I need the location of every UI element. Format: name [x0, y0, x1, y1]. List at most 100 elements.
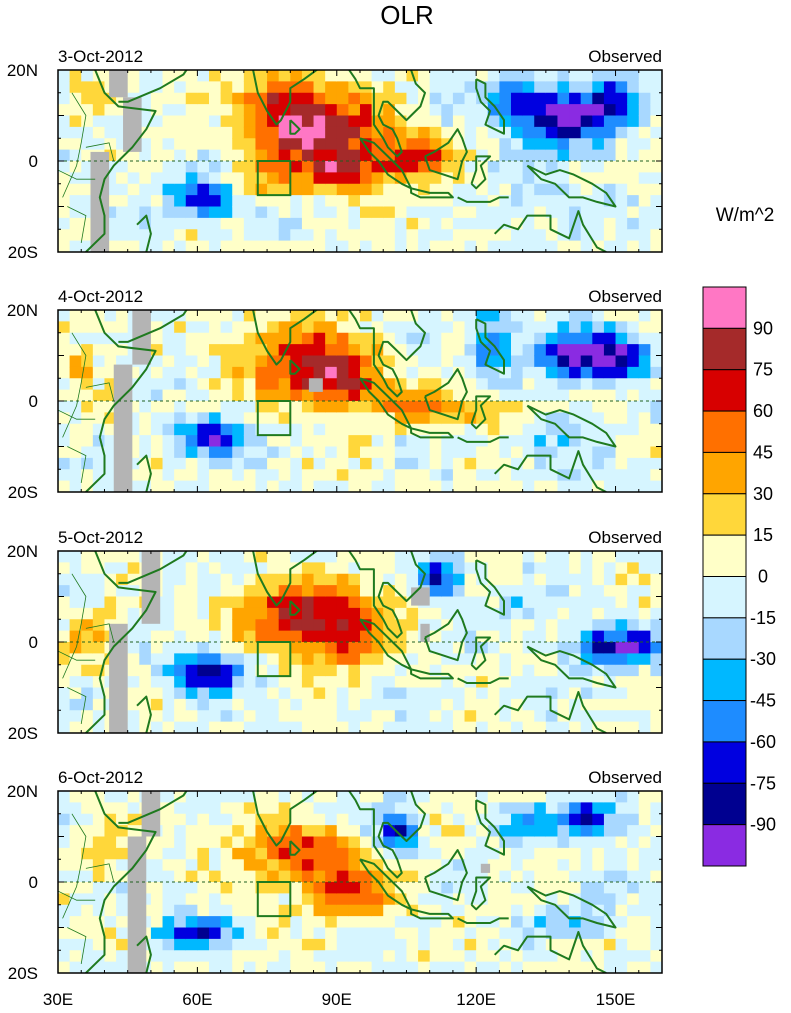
olr-cell — [522, 870, 535, 883]
coastline — [85, 70, 157, 252]
olr-cell — [592, 687, 605, 700]
olr-cell — [499, 630, 512, 643]
olr-cell — [301, 664, 315, 677]
olr-cell — [429, 332, 442, 345]
colorbar-swatch — [702, 658, 747, 702]
olr-cell — [336, 332, 349, 345]
olr-cell — [197, 916, 210, 929]
olr-cell — [174, 206, 187, 219]
olr-cell — [58, 115, 71, 128]
olr-cell — [545, 710, 559, 723]
olr-cell — [116, 870, 129, 883]
olr-cell — [476, 847, 489, 860]
olr-cell — [615, 791, 628, 803]
olr-cell — [638, 469, 651, 482]
olr-cell — [104, 585, 117, 598]
olr-cell — [615, 310, 628, 322]
olr-cell — [313, 161, 326, 173]
olr-cell — [278, 229, 291, 242]
olr-cell — [394, 206, 408, 219]
olr-cell — [197, 446, 210, 459]
olr-cell — [81, 642, 94, 654]
olr-cell — [185, 423, 198, 436]
olr-cell — [418, 859, 431, 872]
olr-cell — [394, 893, 408, 906]
olr-cell — [452, 642, 466, 654]
olr-cell — [209, 138, 222, 151]
olr-cell — [476, 172, 489, 185]
olr-cell — [394, 457, 408, 470]
olr-cell — [360, 607, 373, 620]
olr-cell — [638, 423, 651, 436]
olr-cell — [627, 642, 640, 654]
olr-cell — [592, 938, 605, 951]
olr-cell — [615, 161, 628, 173]
olr-cell — [69, 435, 82, 448]
olr-cell — [267, 149, 280, 162]
olr-cell — [441, 698, 454, 711]
olr-cell — [383, 664, 396, 677]
olr-cell — [627, 457, 640, 470]
olr-cell — [81, 469, 94, 482]
olr-cell — [487, 802, 500, 815]
olr-cell — [325, 607, 338, 620]
olr-cell — [406, 195, 419, 208]
olr-cell — [162, 721, 175, 733]
olr-cell — [394, 573, 408, 586]
olr-cell — [209, 847, 222, 860]
olr-cell — [522, 366, 535, 379]
olr-cell — [580, 927, 593, 940]
olr-cell — [220, 206, 233, 219]
olr-cell — [313, 916, 326, 929]
olr-cell — [452, 802, 466, 815]
olr-cell — [441, 310, 454, 322]
olr-cell — [429, 126, 442, 139]
olr-cell — [220, 585, 233, 598]
olr-cell — [464, 423, 477, 436]
olr-cell — [615, 115, 628, 128]
olr-cell — [360, 630, 373, 643]
olr-cell — [325, 882, 338, 894]
olr-cell — [69, 596, 82, 609]
olr-cell — [348, 630, 361, 643]
olr-cell — [464, 653, 477, 666]
olr-cell — [58, 882, 71, 894]
olr-cell — [580, 904, 593, 917]
olr-cell — [615, 217, 628, 230]
olr-cell — [162, 401, 175, 413]
olr-cell — [360, 825, 373, 838]
olr-cell — [232, 653, 245, 666]
olr-cell — [301, 126, 315, 139]
olr-cell — [197, 126, 210, 139]
olr-cell — [638, 813, 651, 826]
olr-cell — [232, 676, 245, 689]
olr-cell — [615, 870, 628, 883]
olr-cell — [394, 836, 408, 849]
olr-cell — [511, 161, 524, 173]
olr-cell — [313, 927, 326, 940]
olr-cell — [522, 126, 535, 139]
olr-cell — [243, 596, 257, 609]
olr-cell — [197, 619, 210, 632]
olr-cell — [476, 355, 489, 368]
olr-cell — [243, 927, 257, 940]
olr-cell — [569, 195, 582, 208]
olr-cell — [127, 585, 140, 598]
olr-cell — [627, 825, 640, 838]
olr-cell — [534, 70, 547, 82]
olr-cell — [650, 961, 662, 973]
olr-cell — [92, 859, 106, 872]
coastline — [457, 436, 509, 443]
olr-cell — [267, 389, 280, 402]
olr-cell — [150, 183, 164, 196]
olr-cell — [487, 412, 500, 425]
olr-cell — [69, 676, 82, 689]
olr-cell — [81, 687, 94, 700]
olr-cell — [209, 240, 222, 252]
olr-cell — [348, 229, 361, 242]
olr-cell — [81, 366, 94, 379]
olr-cell — [313, 206, 326, 219]
olr-cell — [81, 619, 94, 632]
olr-cell — [255, 927, 268, 940]
olr-cell — [81, 916, 94, 929]
